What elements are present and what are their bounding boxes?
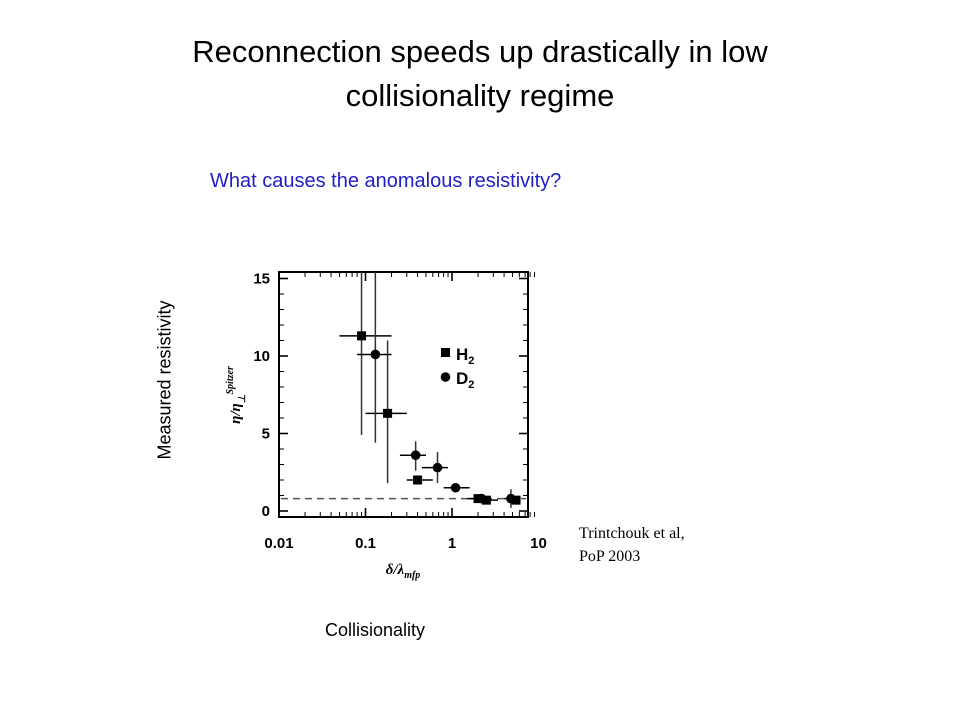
legend-label: H2 [456,345,474,367]
error-bars [339,272,516,508]
d2-data-point [370,349,381,360]
y-tick-label: 15 [253,271,270,288]
x-tick-label: 10 [530,535,547,552]
y-tick-label: 0 [262,503,270,520]
axis-ticks: 0.01 0.1 1 10 0 5 10 15 [253,271,547,553]
h2-data-point [357,331,367,341]
h2-data-point [383,408,393,418]
x-tick-label: 1 [448,535,456,552]
h2-data-point [481,495,491,505]
collisionality-label: Collisionality [325,620,426,640]
d2-data-point [506,493,516,504]
legend-h2-marker [441,348,450,357]
slide-title-line1: Reconnection speeds up drastically in lo… [192,34,768,69]
legend-d2-marker [440,372,451,382]
inner-x-axis-label: δ/λmfp [386,562,421,581]
slide-subtitle: What causes the anomalous resistivity? [210,170,562,192]
citation: Trintchouk et al, PoP 2003 [579,522,685,568]
inner-axis-labels: δ/λmfp η/η⊥Spitzer [225,366,420,581]
legend-label: D2 [456,369,474,391]
h2-data-point [413,475,423,485]
slide-title-line2: collisionality regime [345,78,615,113]
d2-data-point [410,450,421,461]
data-markers [357,331,521,505]
x-tick-label: 0.1 [355,535,376,552]
plot-frame [278,271,529,518]
y-tick-label: 5 [262,426,270,443]
d2-data-point [432,462,443,473]
d2-data-point [476,493,487,504]
d2-data-point [450,482,461,493]
citation-line1: Trintchouk et al, [579,525,685,542]
h2-data-point [511,495,521,505]
x-tick-label: 0.01 [264,535,293,552]
citation-line2: PoP 2003 [579,548,641,565]
inner-y-axis-label: η/η⊥Spitzer [225,366,248,424]
slide-title: Reconnection speeds up drastically in lo… [0,30,960,118]
y-tick-label: 10 [253,348,270,365]
